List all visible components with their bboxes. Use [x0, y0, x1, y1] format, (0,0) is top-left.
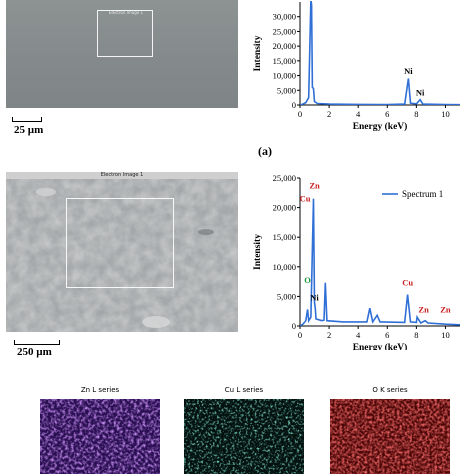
- x-tick-label: 6: [385, 109, 389, 119]
- x-axis-label: Energy (keV): [353, 342, 408, 350]
- x-tick-label: 0: [298, 330, 302, 340]
- y-tick-label: 25,000: [273, 173, 296, 183]
- x-tick-label: 10: [441, 330, 450, 340]
- selection-box-middle: [66, 198, 174, 288]
- panel-label-a: (a): [258, 144, 272, 158]
- y-tick-label: 30,000: [273, 12, 296, 22]
- peak-label: Ni: [310, 293, 319, 303]
- y-axis-label: Intensity: [253, 35, 263, 71]
- map-title-cu: Cu L series: [224, 386, 264, 394]
- eds-spectrum-chart-a: 0 5,000 10,000 15,000 20,000 25,000 30,000 0 2 4 6…: [253, 1, 460, 132]
- x-tick-label: 4: [356, 330, 361, 340]
- peak-label: Cu: [300, 194, 311, 204]
- sem-top-caption: Electron Image 1: [109, 10, 144, 15]
- y-tick-label: 15,000: [273, 56, 296, 66]
- map-title-o: O K series: [372, 386, 408, 394]
- x-tick-label: 2: [327, 109, 331, 119]
- y-axis-label: Intensity: [253, 234, 263, 270]
- y-tick-label: 0: [292, 321, 296, 331]
- peak-label: Zn: [418, 304, 429, 314]
- y-tick-label: 20,000: [273, 203, 296, 213]
- x-tick-label: 2: [327, 330, 331, 340]
- y-tick-label: 5,000: [277, 291, 296, 301]
- scale-bar-middle: [14, 340, 60, 345]
- x-tick-label: 0: [298, 109, 302, 119]
- zn-map-image: [40, 399, 160, 474]
- scale-label-middle: 250 µm: [17, 346, 52, 358]
- x-tick-label: 6: [385, 330, 389, 340]
- y-tick-label: 5,000: [277, 85, 296, 95]
- x-tick-label: 8: [414, 330, 418, 340]
- peak-label: Zn: [440, 304, 451, 314]
- cu-map-image: [184, 399, 304, 474]
- map-title-zn: Zn L series: [80, 386, 120, 394]
- spectrum-line: [300, 198, 460, 326]
- y-tick-label: 10,000: [273, 71, 296, 81]
- selection-box-top: [97, 10, 153, 57]
- x-tick-label: 8: [414, 109, 418, 119]
- o-map-image: [330, 399, 450, 474]
- peak-label: O: [304, 275, 311, 285]
- x-tick-label: 10: [441, 109, 450, 119]
- y-tick-label: 10,000: [273, 262, 296, 272]
- scale-bar-top: [12, 117, 42, 122]
- y-tick-label: 25,000: [273, 26, 296, 36]
- y-tick-label: 20,000: [273, 41, 296, 51]
- eds-spectrum-chart-b: 0 5,000 10,000 15,000 20,000 25,000 0 2 4 6 8 10 Ene…: [253, 173, 460, 350]
- x-axis-label: Energy (keV): [353, 121, 408, 132]
- spectrum-line: [300, 1, 460, 105]
- x-tick-label: 4: [356, 109, 361, 119]
- legend-label: Spectrum 1: [402, 189, 443, 199]
- sem-image-middle: Electron Image 1: [6, 172, 238, 332]
- peak-label: Cu: [402, 278, 413, 288]
- peak-label: Ni: [416, 88, 425, 98]
- sem-mid-caption: Electron Image 1: [6, 172, 238, 179]
- sem-image-top: Electron Image 1: [6, 0, 238, 108]
- y-tick-label: 0: [292, 100, 296, 110]
- y-tick-label: 15,000: [273, 232, 296, 242]
- scale-label-top: 25 µm: [14, 124, 44, 136]
- peak-label: Ni: [404, 66, 413, 76]
- peak-label: Zn: [309, 181, 320, 191]
